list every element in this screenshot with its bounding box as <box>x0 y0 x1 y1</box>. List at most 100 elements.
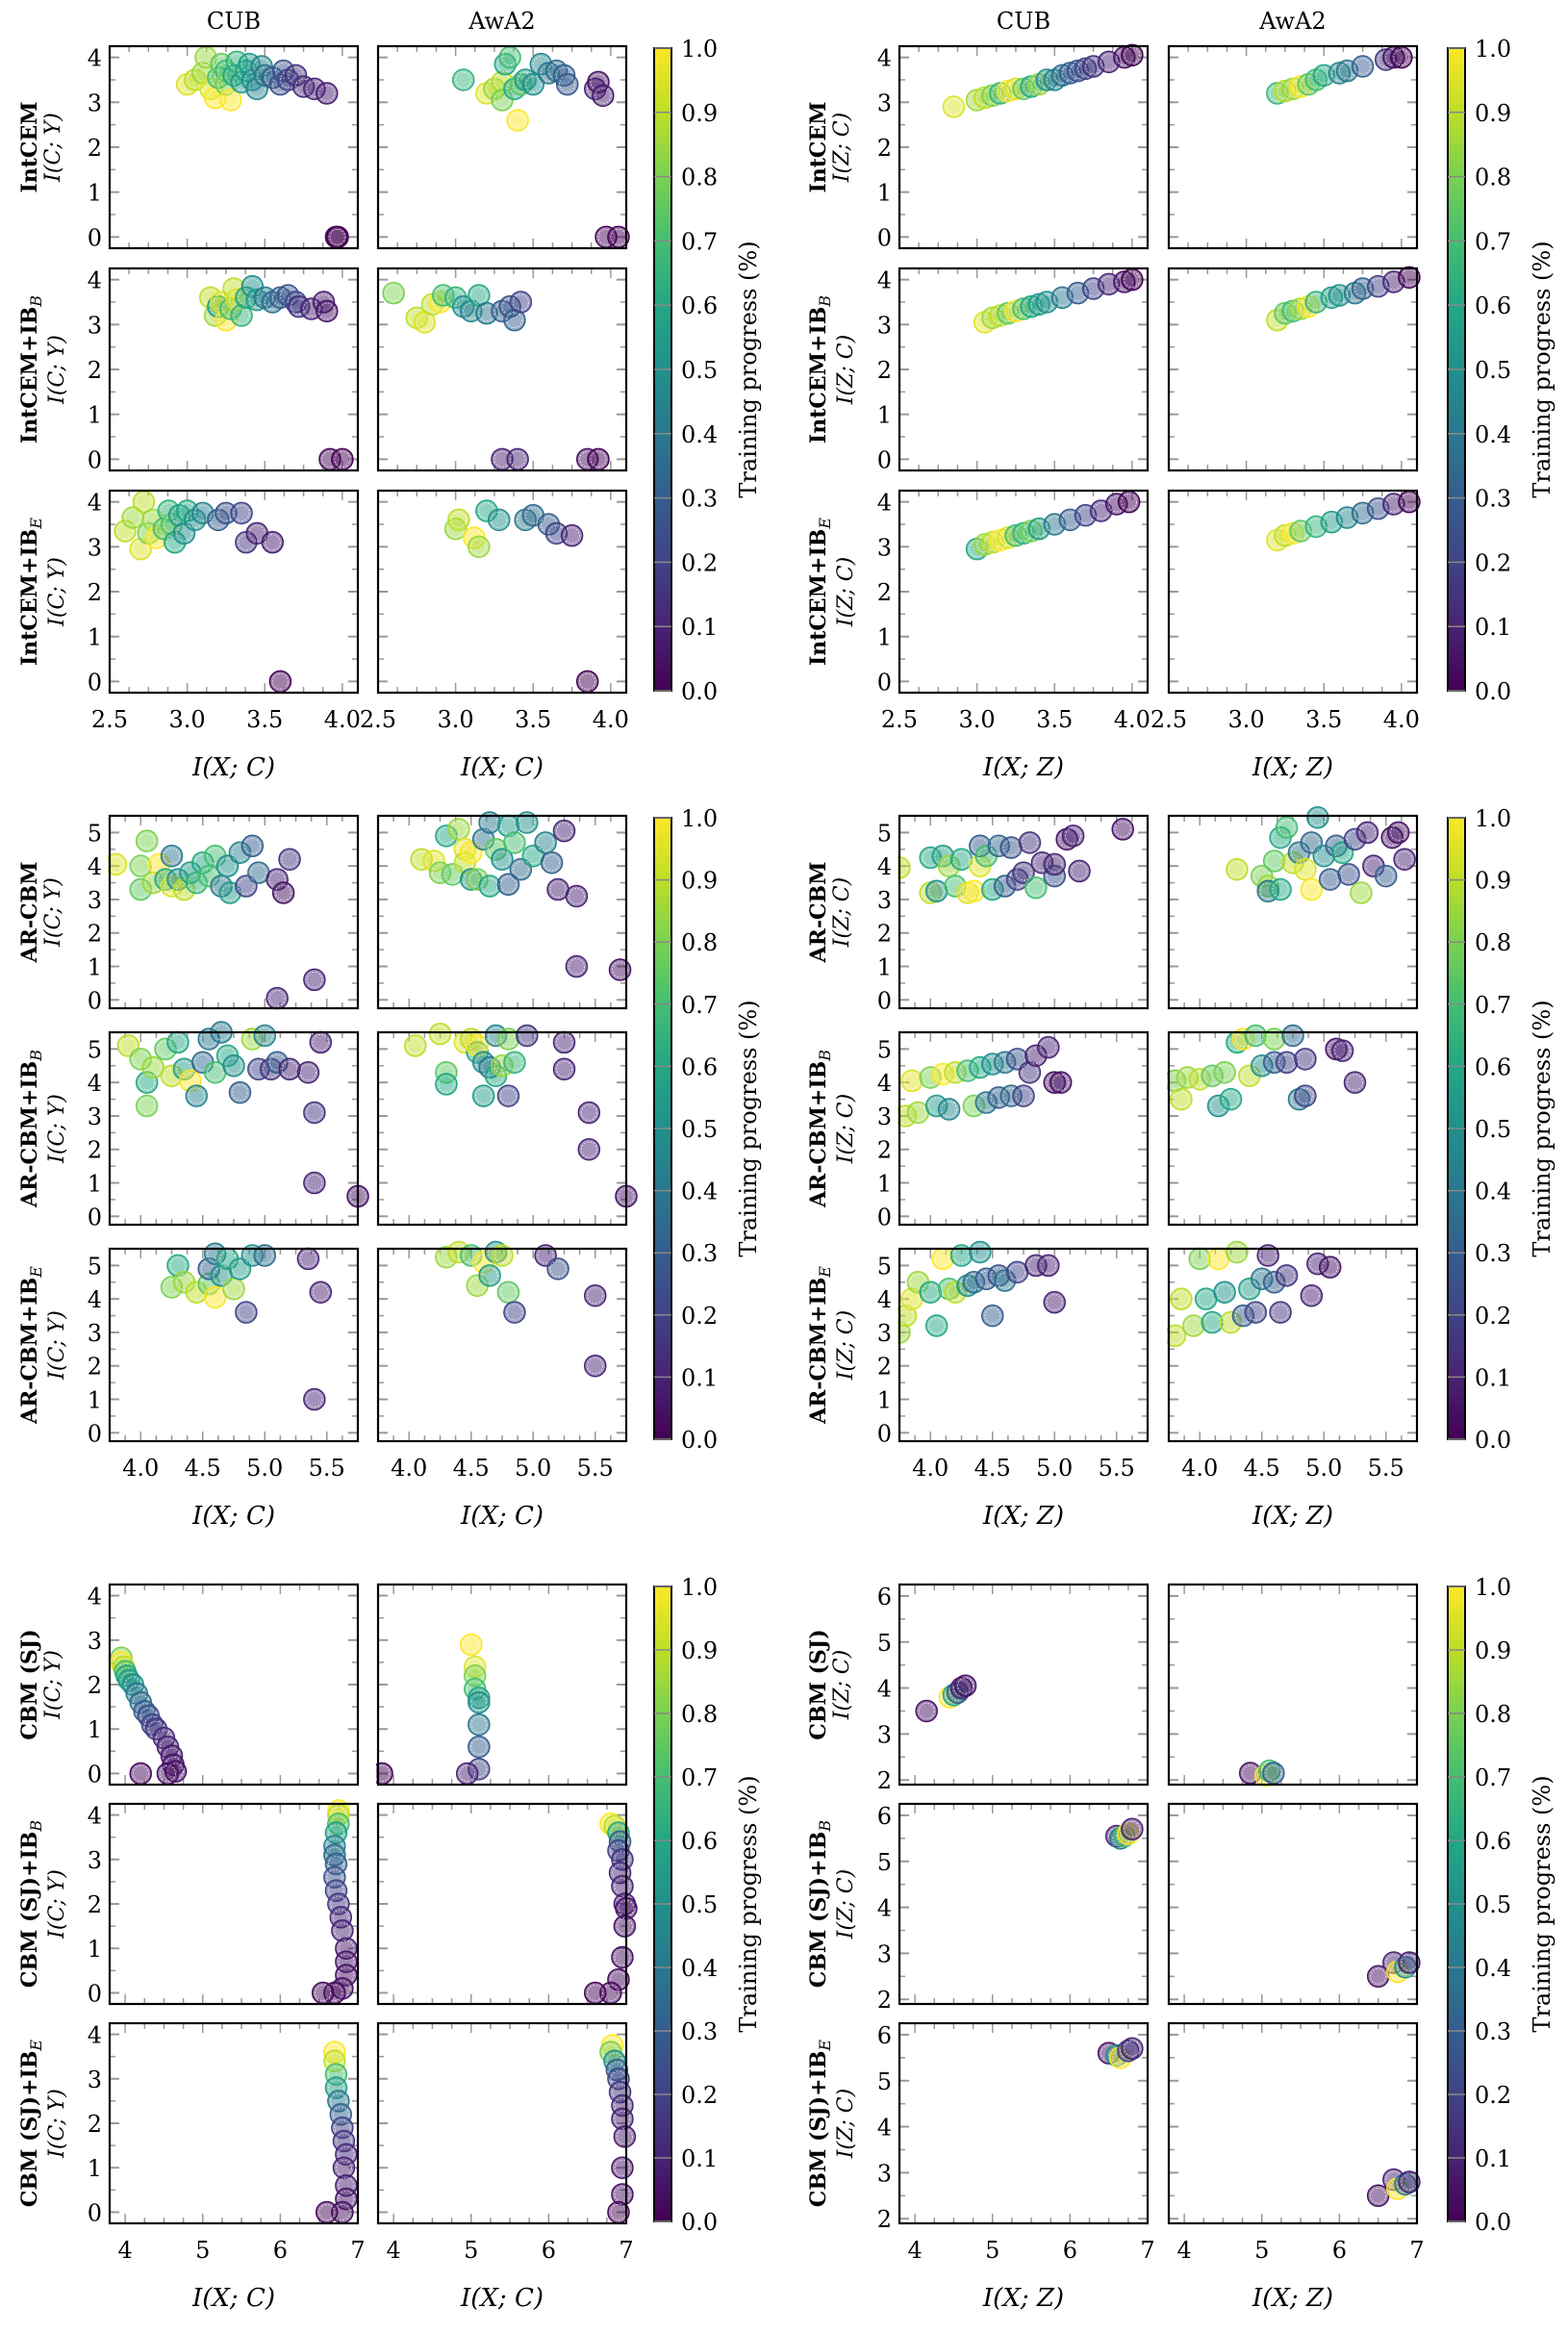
scatter-panel-cub <box>108 1242 360 1443</box>
axes-frame <box>108 489 360 695</box>
y-tick-label: 3 <box>88 1628 102 1655</box>
y-axis-label: CBM (SJ)+IBBI(Z; C) <box>806 1820 858 1989</box>
colorbar-tick-label: 0.7 <box>681 992 718 1019</box>
axes-frame <box>376 489 628 695</box>
y-tick-label: 1 <box>88 1936 102 1963</box>
axes-frame <box>898 44 1150 250</box>
colorbar-tick-label: 0.8 <box>681 929 718 956</box>
colorbar-tick-label: 0.4 <box>681 1179 718 1205</box>
y-tick-label: 4 <box>88 490 102 517</box>
x-tick-label: 6 <box>542 2237 556 2264</box>
y-axis-label: AR-CBMI(C; Y) <box>17 862 65 964</box>
scatter-panel-cub <box>108 814 360 1010</box>
colorbar-tick-label: 0.1 <box>1475 2145 1511 2172</box>
colorbar-label: Training progress (%) <box>735 1775 762 2032</box>
x-tick-label: 3.5 <box>1305 706 1342 733</box>
axes-frame <box>108 2021 360 2225</box>
y-tick-label: 0 <box>877 224 892 251</box>
y-tick-label: 4 <box>877 1895 892 1922</box>
axes-frame <box>1167 266 1419 472</box>
colorbar-label: Training progress (%) <box>1529 1775 1555 2032</box>
y-axis-label: IntCEM+IBBI(Z; C) <box>806 295 858 444</box>
y-tick-label: 5 <box>877 1036 892 1063</box>
y-tick-label: 5 <box>877 1253 892 1280</box>
colorbar-tick-label: 0.8 <box>681 1701 718 1728</box>
y-tick-label: 2 <box>88 1672 102 1699</box>
axes-frame <box>1167 1802 1419 2006</box>
y-tick-label: 6 <box>877 1584 892 1610</box>
y-tick-label: 2 <box>88 357 102 384</box>
x-axis-label: I(X; Z) <box>1252 1502 1333 1531</box>
colorbar-tick-label: 0.1 <box>681 1364 718 1391</box>
x-axis-label: I(X; C) <box>191 2284 275 2313</box>
y-axis-label: CBM (SJ)I(Z; C) <box>806 1629 854 1739</box>
scatter-panel-awa2 <box>376 1240 628 1443</box>
colorbar-tick-label: 0.8 <box>1475 165 1511 191</box>
colorbar-tick-label: 0.7 <box>681 1764 718 1791</box>
axes-frame <box>108 44 360 250</box>
y-tick-label: 2 <box>877 921 892 948</box>
y-tick-label: 2 <box>88 921 102 948</box>
x-tick-label: 3.0 <box>438 706 474 733</box>
chart-block-intcem-left: IntCEMI(C; Y) 0 1 2 3 4 IntCEM+IBBI(C; Y) 0 1 2 3 4… <box>17 36 762 782</box>
data-point <box>1167 1324 1187 1348</box>
y-tick-label: 1 <box>88 2155 102 2182</box>
colorbar-tick-label: 0.5 <box>681 357 718 384</box>
scatter-panel-awa2 <box>376 1802 638 2006</box>
y-tick-label: 1 <box>88 402 102 429</box>
y-axis-label: AR-CBMI(Z; C) <box>806 862 854 964</box>
x-tick-label: 4.0 <box>324 706 361 733</box>
colorbar: 0.0 0.1 0.2 0.3 0.4 0.5 0.6 0.7 0.8 0.9 1.0 Trainin… <box>653 1574 762 2236</box>
axes-frame <box>898 489 1150 695</box>
colorbar-tick-label: 0.4 <box>681 421 718 448</box>
x-axis-label: I(X; C) <box>191 753 275 782</box>
x-tick-label: 5.5 <box>1368 1455 1404 1482</box>
colorbar-tick-label: 0.2 <box>1475 549 1511 576</box>
y-tick-label: 1 <box>877 954 892 981</box>
y-tick-label: 4 <box>877 853 892 880</box>
colorbar-tick-label: 0.6 <box>1475 1828 1511 1855</box>
colorbar-tick-label: 0.5 <box>1475 357 1511 384</box>
x-tick-label: 2.5 <box>360 706 396 733</box>
y-tick-label: 3 <box>88 1103 102 1130</box>
x-tick-label: 3.0 <box>169 706 206 733</box>
colorbar-tick-label: 1.0 <box>1475 36 1511 63</box>
chart-block-ar-cbm-right: AR-CBMI(Z; C) 0 1 2 3 4 5 AR-CBM+IBBI(Z; C) 0 1 2 3… <box>806 805 1555 1531</box>
y-tick-label: 2 <box>877 2206 892 2233</box>
x-tick-label: 7 <box>1140 2237 1154 2264</box>
scatter-panel-awa2 <box>1167 489 1421 695</box>
scatter-panel-cub <box>898 814 1150 1010</box>
y-tick-label: 1 <box>88 954 102 981</box>
axes-frame <box>376 2021 628 2225</box>
colorbar-tick-label: 0.1 <box>1475 614 1511 641</box>
x-tick-label: 6 <box>1332 2237 1347 2264</box>
x-tick-label: 2.5 <box>1151 706 1187 733</box>
y-tick-label: 4 <box>88 1803 102 1830</box>
colorbar-tick-label: 0.6 <box>681 1053 718 1080</box>
axes-frame <box>898 1802 1150 2006</box>
y-axis-label: IntCEM+IBEI(C; Y) <box>17 518 69 666</box>
y-tick-label: 4 <box>877 1286 892 1313</box>
axes-frame <box>108 1030 360 1227</box>
colorbar-tick-label: 0.1 <box>681 614 718 641</box>
x-tick-label: 3.5 <box>1036 706 1073 733</box>
axes-frame <box>108 814 360 1010</box>
colorbar-tick-label: 1.0 <box>1475 805 1511 832</box>
x-axis-label: I(X; C) <box>460 1502 544 1531</box>
chart-block-intcem-right: IntCEMI(Z; C) 0 1 2 3 4 IntCEM+IBBI(Z; C) 0 1 2 3 4… <box>806 36 1555 782</box>
colorbar-label: Training progress (%) <box>735 241 762 497</box>
y-tick-label: 3 <box>877 534 892 561</box>
data-point <box>108 852 128 876</box>
colorbar-tick-label: 0.4 <box>1475 1955 1511 1982</box>
x-tick-label: 6 <box>1063 2237 1077 2264</box>
y-tick-label: 2 <box>877 357 892 384</box>
colorbar-tick-label: 0.8 <box>1475 929 1511 956</box>
colorbar-tick-label: 0.2 <box>681 1303 718 1330</box>
x-tick-label: 4.5 <box>453 1455 490 1482</box>
colorbar: 0.0 0.1 0.2 0.3 0.4 0.5 0.6 0.7 0.8 0.9 1.0 Trainin… <box>1447 805 1555 1454</box>
y-tick-label: 1 <box>88 1171 102 1198</box>
axes-frame <box>1167 814 1419 1010</box>
scatter-panel-awa2 <box>376 811 632 1010</box>
scatter-panel-awa2 <box>1167 1802 1421 2006</box>
x-tick-label: 4.0 <box>912 1455 948 1482</box>
